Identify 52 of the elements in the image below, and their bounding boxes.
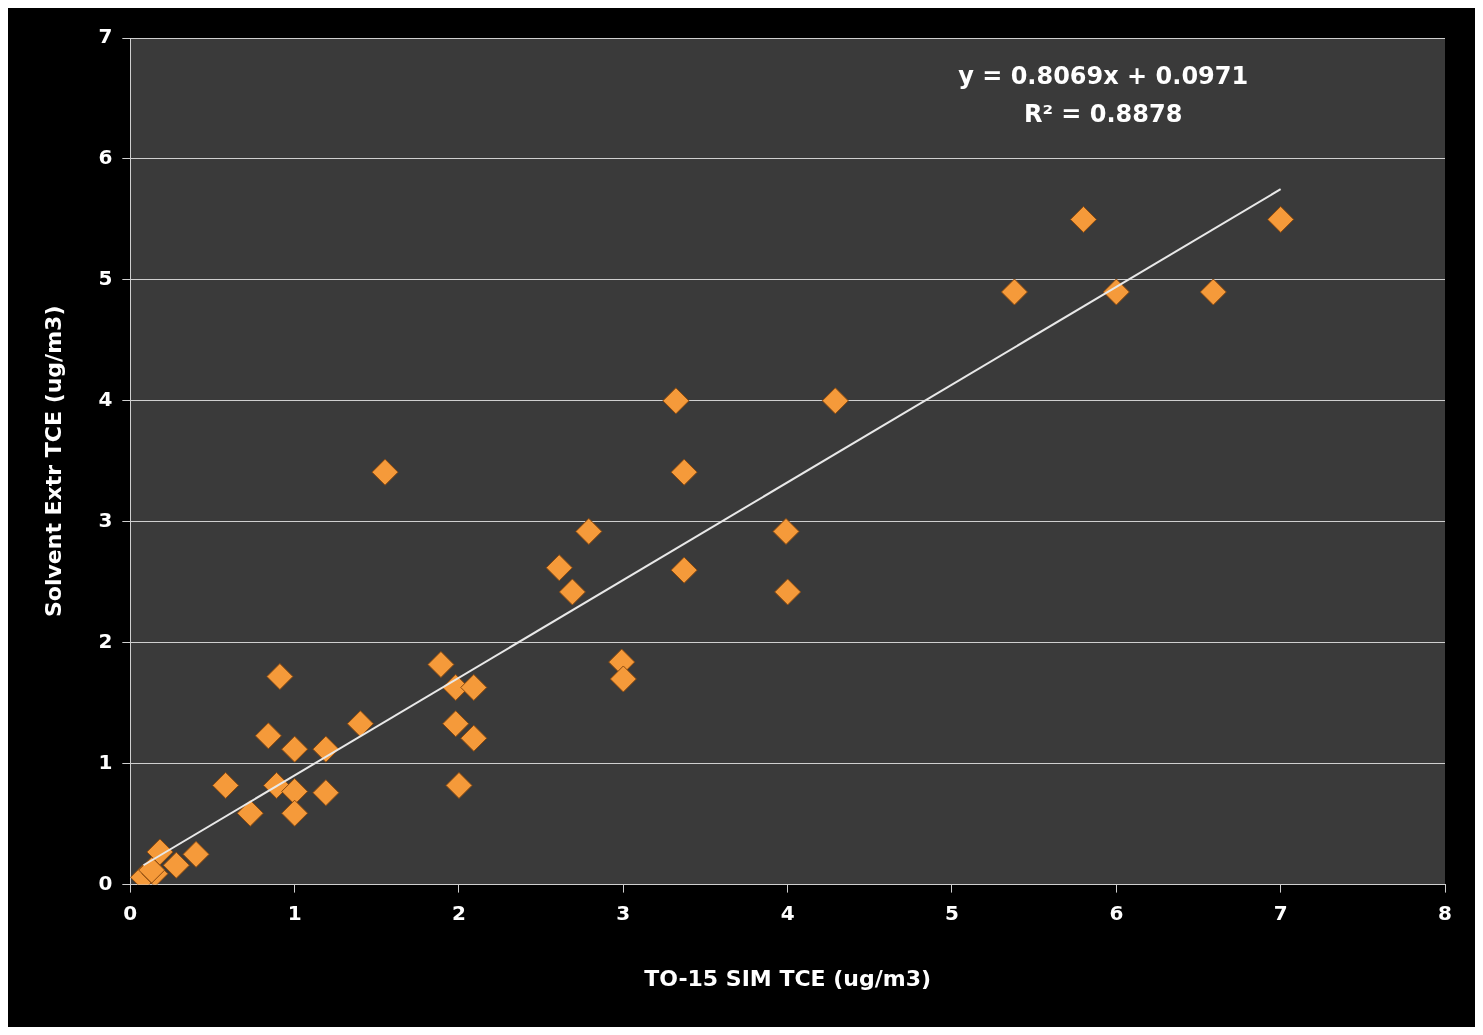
point bbox=[445, 771, 473, 799]
point bbox=[346, 710, 374, 738]
point bbox=[662, 387, 690, 415]
y-tick-label: 2 bbox=[98, 628, 113, 653]
point bbox=[670, 556, 698, 584]
point bbox=[281, 799, 309, 827]
y-tick-label: 7 bbox=[98, 24, 113, 49]
point bbox=[254, 722, 282, 750]
x-tick-label: 1 bbox=[287, 900, 302, 925]
point bbox=[545, 554, 573, 582]
y-tick-label: 5 bbox=[98, 266, 113, 291]
y-axis-title: Solvent Extr TCE (ug/m3) bbox=[40, 305, 66, 618]
x-tick-label: 8 bbox=[1438, 900, 1452, 925]
point bbox=[281, 777, 309, 805]
point bbox=[460, 673, 488, 701]
point bbox=[162, 851, 190, 879]
point bbox=[1199, 278, 1227, 306]
point bbox=[575, 517, 603, 545]
y-tick-label: 3 bbox=[98, 507, 113, 532]
x-tick-label: 7 bbox=[1273, 900, 1288, 925]
point bbox=[427, 650, 455, 678]
point bbox=[212, 771, 240, 799]
point bbox=[821, 387, 849, 415]
x-tick-label: 5 bbox=[945, 900, 959, 925]
annotation: y = 0.8069x + 0.0971 bbox=[958, 62, 1249, 91]
point bbox=[236, 799, 264, 827]
x-axis-title: TO-15 SIM TCE (ug/m3) bbox=[644, 965, 932, 991]
point bbox=[182, 840, 210, 868]
point bbox=[670, 458, 698, 486]
point bbox=[774, 578, 802, 606]
point bbox=[1000, 278, 1028, 306]
point bbox=[281, 735, 309, 763]
point bbox=[1267, 205, 1295, 233]
x-tick-label: 6 bbox=[1109, 900, 1124, 925]
y-tick-label: 4 bbox=[98, 387, 113, 412]
point bbox=[772, 517, 800, 545]
y-tick-label: 6 bbox=[98, 145, 113, 170]
point bbox=[442, 710, 470, 738]
y-tick-label: 0 bbox=[98, 870, 113, 895]
point bbox=[371, 458, 399, 486]
x-tick-label: 0 bbox=[123, 900, 138, 925]
point bbox=[312, 779, 340, 807]
x-tick-label: 4 bbox=[780, 900, 795, 925]
point bbox=[558, 578, 586, 606]
y-tick-label: 1 bbox=[98, 749, 113, 774]
point bbox=[266, 663, 294, 691]
point bbox=[460, 724, 488, 752]
x-tick-label: 2 bbox=[452, 900, 466, 925]
x-tick-label: 3 bbox=[616, 900, 631, 925]
point bbox=[1069, 205, 1097, 233]
point bbox=[609, 665, 637, 693]
annotation: R² = 0.8878 bbox=[1023, 100, 1183, 129]
